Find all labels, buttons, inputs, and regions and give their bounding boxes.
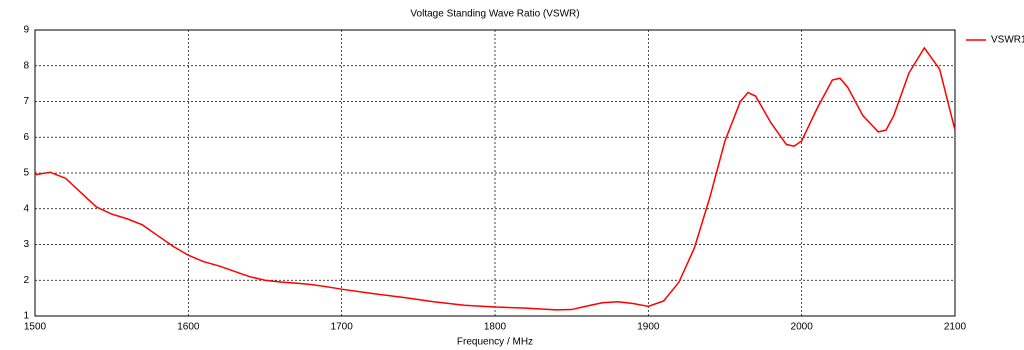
x-tick-label: 2000 [791,322,814,333]
chart-title: Voltage Standing Wave Ratio (VSWR) [410,9,579,20]
y-tick-label: 9 [23,25,29,36]
x-tick-label: 1500 [24,322,47,333]
x-tick-label: 1900 [637,322,660,333]
x-axis-label: Frequency / MHz [457,337,533,348]
data-line [34,46,956,311]
x-tick-label: 1800 [484,322,507,333]
legend-label: VSWR1 [991,35,1024,46]
y-tick-label: 1 [23,311,29,322]
y-tick-label: 8 [23,60,29,71]
y-tick-label: 7 [23,96,29,107]
y-tick-label: 4 [23,203,29,214]
x-tick-label: 2100 [944,322,967,333]
x-tick-label: 1600 [177,322,200,333]
y-tick-label: 6 [23,132,29,143]
y-tick-label: 2 [23,275,29,286]
plot-frame [34,29,956,317]
x-tick-label: 1700 [331,322,354,333]
y-tick-label: 5 [23,168,29,179]
y-tick-label: 3 [23,239,29,250]
